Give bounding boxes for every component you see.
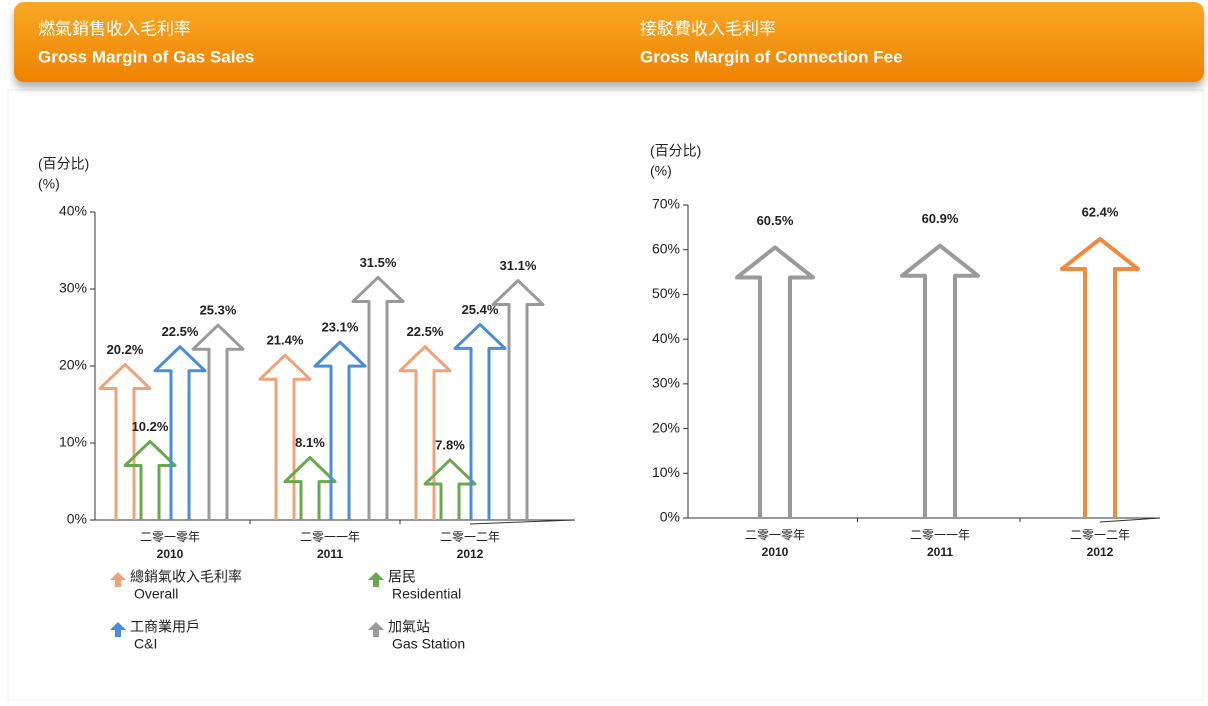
x-tick-label-zh: 二零一一年 bbox=[300, 530, 360, 544]
data-label: 23.1% bbox=[322, 320, 359, 335]
legend-icon bbox=[110, 622, 126, 637]
y-tick-label: 10% bbox=[59, 434, 87, 450]
x-tick-label: 2012 bbox=[457, 547, 484, 561]
header-title-zh: 燃氣銷售收入毛利率 bbox=[38, 19, 191, 38]
y-tick-label: 20% bbox=[59, 357, 87, 373]
data-label: 22.5% bbox=[407, 324, 444, 339]
data-label: 25.3% bbox=[200, 303, 237, 318]
legend-label: C&I bbox=[134, 636, 157, 652]
x-tick bbox=[1099, 517, 1161, 523]
y-tick-label: 10% bbox=[652, 464, 680, 480]
header-bar bbox=[14, 2, 1204, 82]
x-tick-label-zh: 二零一一年 bbox=[910, 528, 970, 542]
x-tick-label: 2011 bbox=[317, 547, 343, 561]
x-tick-label-zh: 二零一二年 bbox=[1070, 528, 1130, 542]
y-tick-label: 20% bbox=[652, 419, 680, 435]
data-label: 7.8% bbox=[435, 437, 465, 452]
data-label: 8.1% bbox=[295, 435, 325, 450]
legend-label-zh: 總銷氣收入毛利率 bbox=[130, 569, 242, 585]
x-tick-label: 2012 bbox=[1087, 545, 1114, 559]
x-tick-label-zh: 二零一二年 bbox=[440, 530, 500, 544]
arrow-bar bbox=[313, 340, 367, 520]
arrow-bar bbox=[398, 345, 452, 520]
x-tick-label-zh: 二零一零年 bbox=[745, 528, 805, 542]
arrow-bar bbox=[1060, 236, 1140, 518]
header-title: Gross Margin of Connection Fee bbox=[640, 47, 903, 66]
legend-icon bbox=[368, 572, 384, 587]
arrow-bar bbox=[123, 439, 177, 520]
y-tick-label: 30% bbox=[652, 375, 680, 391]
arrow-bar bbox=[153, 345, 207, 520]
data-label: 62.4% bbox=[1082, 204, 1119, 219]
legend-label: Residential bbox=[392, 586, 461, 602]
y-axis-label-zh: (百分比) bbox=[38, 156, 89, 172]
x-tick-label: 2011 bbox=[927, 545, 953, 559]
x-tick bbox=[469, 519, 576, 525]
data-label: 31.5% bbox=[360, 255, 397, 270]
y-axis-label: (%) bbox=[650, 163, 672, 179]
data-label: 25.4% bbox=[462, 302, 499, 317]
data-label: 10.2% bbox=[132, 419, 169, 434]
arrow-bar bbox=[423, 458, 477, 520]
y-tick-label: 50% bbox=[652, 285, 680, 301]
legend-icon bbox=[368, 622, 384, 637]
x-tick-label: 2010 bbox=[157, 547, 184, 561]
y-tick-label: 0% bbox=[660, 509, 680, 525]
arrow-bar bbox=[351, 275, 405, 520]
y-axis-label-zh: (百分比) bbox=[650, 143, 701, 159]
legend-label: Gas Station bbox=[392, 636, 465, 652]
data-label: 20.2% bbox=[107, 342, 144, 357]
data-label: 22.5% bbox=[162, 324, 199, 339]
legend-label: Overall bbox=[134, 586, 178, 602]
legend-label-zh: 居民 bbox=[388, 569, 416, 585]
data-label: 21.4% bbox=[267, 333, 304, 348]
arrow-bar bbox=[191, 323, 245, 520]
data-label: 60.5% bbox=[757, 213, 794, 228]
data-label: 60.9% bbox=[922, 211, 959, 226]
arrow-bar bbox=[735, 245, 815, 518]
x-tick-label: 2010 bbox=[762, 545, 789, 559]
legend-label-zh: 工商業用戶 bbox=[130, 619, 200, 635]
y-tick-label: 40% bbox=[59, 203, 87, 219]
y-tick-label: 70% bbox=[652, 196, 680, 212]
arrow-bar bbox=[491, 279, 545, 520]
arrow-bar bbox=[283, 456, 337, 520]
y-tick-label: 60% bbox=[652, 240, 680, 256]
arrow-bar bbox=[98, 362, 152, 520]
y-axis-label: (%) bbox=[38, 176, 60, 192]
legend-label-zh: 加氣站 bbox=[388, 619, 430, 635]
header-title: Gross Margin of Gas Sales bbox=[38, 47, 254, 66]
header-title-zh: 接駁費收入毛利率 bbox=[640, 19, 776, 38]
card bbox=[7, 89, 1204, 701]
legend-icon bbox=[110, 572, 126, 587]
data-label: 31.1% bbox=[500, 258, 537, 273]
arrow-bar bbox=[900, 243, 980, 518]
y-tick-label: 0% bbox=[67, 511, 87, 527]
y-tick-label: 40% bbox=[652, 330, 680, 346]
arrow-bar bbox=[453, 322, 507, 520]
y-tick-label: 30% bbox=[59, 280, 87, 296]
arrow-bar bbox=[258, 353, 312, 520]
x-tick-label-zh: 二零一零年 bbox=[140, 530, 200, 544]
